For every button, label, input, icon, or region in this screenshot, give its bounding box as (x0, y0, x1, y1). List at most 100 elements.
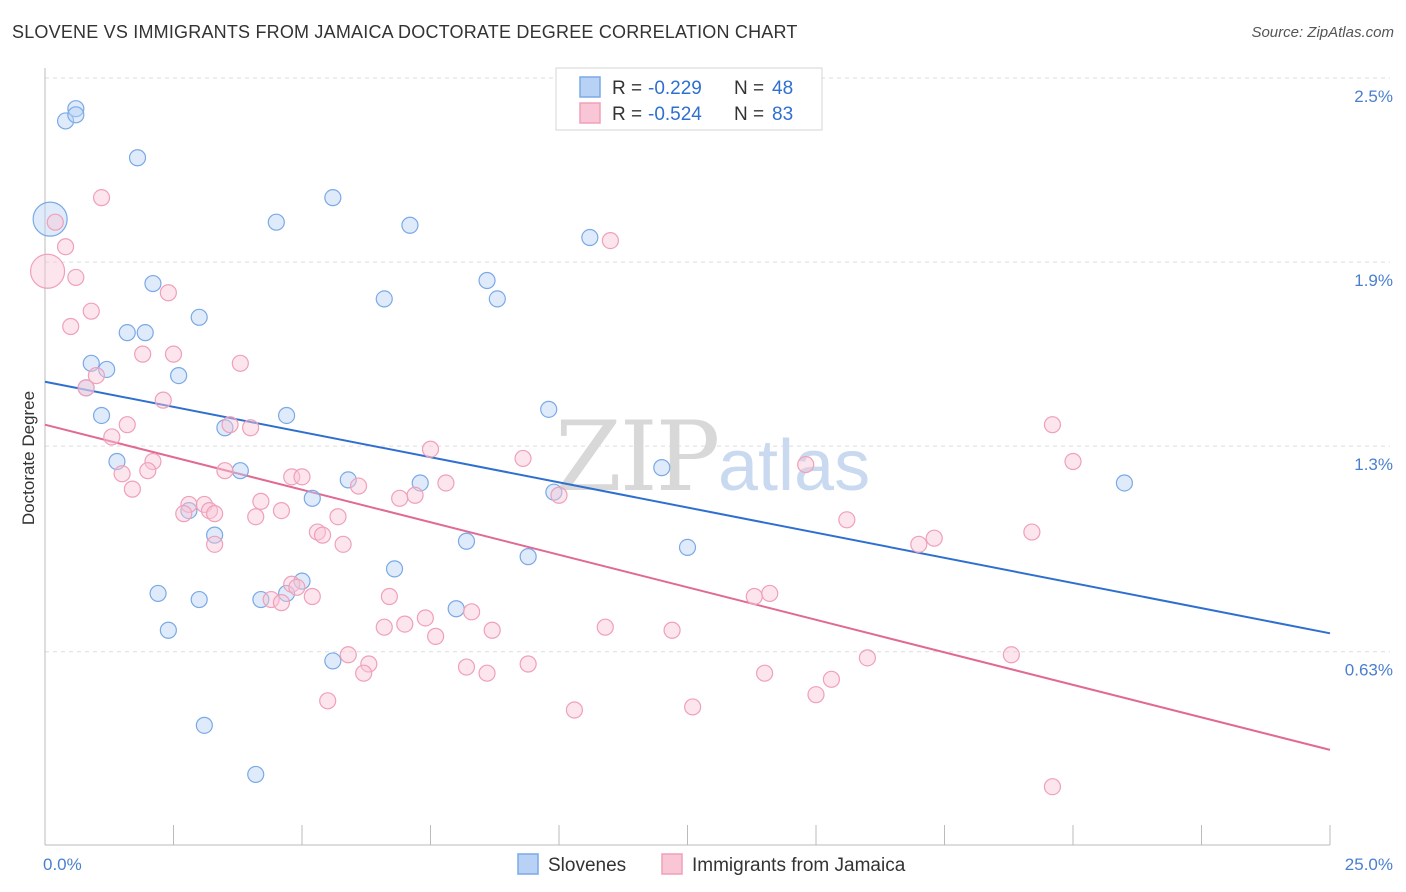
trend-line-slovenes (44, 380, 1331, 635)
x-tick-label-max: 25.0% (1345, 855, 1393, 874)
slovenes-point-8 (144, 274, 162, 293)
slovenes-point-40 (190, 590, 208, 609)
jamaica-point-65 (596, 618, 614, 636)
jamaica-point-2 (92, 189, 111, 207)
jamaica-point-81 (684, 698, 702, 716)
bottom-swatch-slovenes (517, 853, 539, 875)
jamaica-point-30 (349, 477, 368, 495)
jamaica-point-52 (910, 535, 928, 553)
slovenes-point-22 (216, 419, 234, 437)
slovenes-point-20 (277, 406, 296, 425)
jamaica-point-51 (334, 535, 352, 553)
jamaica-point-36 (252, 492, 270, 510)
jamaica-point-56 (380, 587, 398, 606)
jamaica-point-12 (87, 366, 106, 385)
legend-n-label-1: N = (734, 78, 764, 99)
slovenes-point-45 (195, 716, 213, 734)
jamaica-point-8 (62, 317, 80, 336)
slovenes-point-2 (67, 106, 85, 124)
bottom-swatch-jamaica (661, 853, 683, 875)
jamaica-point-7 (82, 302, 100, 320)
legend-swatch-jamaica (579, 102, 601, 124)
jamaica-point-54 (288, 578, 306, 596)
jamaica-point-61 (463, 603, 481, 621)
jamaica-point-46 (308, 523, 327, 541)
slovenes-point-3 (128, 149, 147, 167)
jamaica-point-49 (925, 529, 943, 547)
jamaica-point-42 (175, 505, 193, 523)
slovenes-point-46 (247, 765, 265, 784)
jamaica-point-16 (242, 419, 260, 437)
jamaica-point-29 (293, 468, 311, 486)
trend-line-jamaica (44, 423, 1331, 751)
slovenes-point-38 (277, 584, 296, 603)
slovenes-point-21 (540, 400, 558, 418)
slovenes-point-19 (92, 406, 111, 425)
jamaica-point-15 (221, 416, 239, 434)
jamaica-point-1 (46, 213, 64, 231)
slovenes-point-16 (98, 360, 116, 379)
jamaica-point-33 (550, 486, 568, 504)
jamaica-point-48 (1023, 523, 1041, 541)
y-tick-label-1: 1.3% (1354, 455, 1393, 474)
jamaica-point-23 (1064, 452, 1082, 471)
jamaica-point-6 (601, 232, 620, 250)
watermark: ZIP atlas (555, 401, 870, 513)
chart-title: SLOVENE VS IMMIGRANTS FROM JAMAICA DOCTO… (12, 22, 798, 42)
slovenes-point-0 (56, 112, 75, 130)
jamaica-point-5 (159, 284, 177, 302)
jamaica-point-53 (283, 575, 301, 593)
jamaica-point-26 (139, 462, 157, 480)
axes (44, 68, 1331, 846)
slovenes-point-34 (678, 538, 697, 557)
slovenes-point-36 (385, 560, 404, 578)
jamaica-point-39 (200, 501, 219, 520)
watermark-atlas: atlas (718, 426, 870, 506)
jamaica-point-44 (329, 508, 347, 526)
jamaica-point-74 (519, 655, 537, 673)
slovenes-point-17 (170, 366, 188, 385)
y-axis-label: Doctorate Degree (19, 391, 38, 525)
slovenes-point-30 (303, 489, 321, 507)
jamaica-point-19 (1043, 416, 1062, 434)
jamaica-point-43 (247, 508, 265, 526)
jamaica-point-50 (206, 535, 224, 553)
jamaica-point-59 (262, 590, 280, 609)
slovenes-point-1 (67, 100, 85, 118)
jamaica-point-77 (755, 664, 774, 682)
jamaica-point-69 (339, 646, 357, 664)
jamaica-point-4 (67, 268, 85, 287)
slovenes-point-14 (136, 324, 154, 342)
legend-r-label-2: R = (612, 104, 642, 125)
watermark-zip: ZIP (555, 401, 718, 513)
jamaica-point-31 (437, 474, 455, 492)
legend-n-label-2: N = (734, 104, 764, 125)
legend-swatch-slovenes (579, 76, 601, 98)
jamaica-point-13 (77, 379, 95, 397)
slovenes-point-43 (159, 621, 177, 639)
jamaica-point-70 (1002, 646, 1020, 664)
slovenes-point-29 (545, 483, 563, 501)
jamaica-point-76 (478, 664, 496, 682)
y-tick-label-2: 1.9% (1354, 271, 1393, 290)
slovenes-point-24 (653, 459, 671, 477)
jamaica-point-32 (123, 480, 141, 498)
jamaica-point-0 (29, 253, 66, 289)
legend-label-slovenes: Slovenes (548, 855, 626, 876)
jamaica-point-18 (103, 428, 121, 446)
slovenes-point-32 (206, 526, 224, 544)
stats-legend: R = -0.229 N = 48 R = -0.524 N = 83 (555, 67, 823, 131)
jamaica-point-14 (154, 391, 172, 409)
slovenes-point-9 (190, 308, 208, 326)
slovenes-point-13 (118, 324, 136, 342)
jamaica-point-62 (416, 609, 434, 627)
slovenes-point-12 (488, 290, 506, 308)
jamaica-point-75 (355, 664, 373, 682)
legend-r-value-2: -0.524 (648, 104, 702, 125)
jamaica-point-83 (1043, 778, 1062, 796)
jamaica-point-73 (457, 658, 476, 676)
jamaica-point-78 (822, 670, 841, 688)
jamaica-point-68 (427, 627, 445, 645)
jamaica-point-22 (797, 455, 815, 474)
